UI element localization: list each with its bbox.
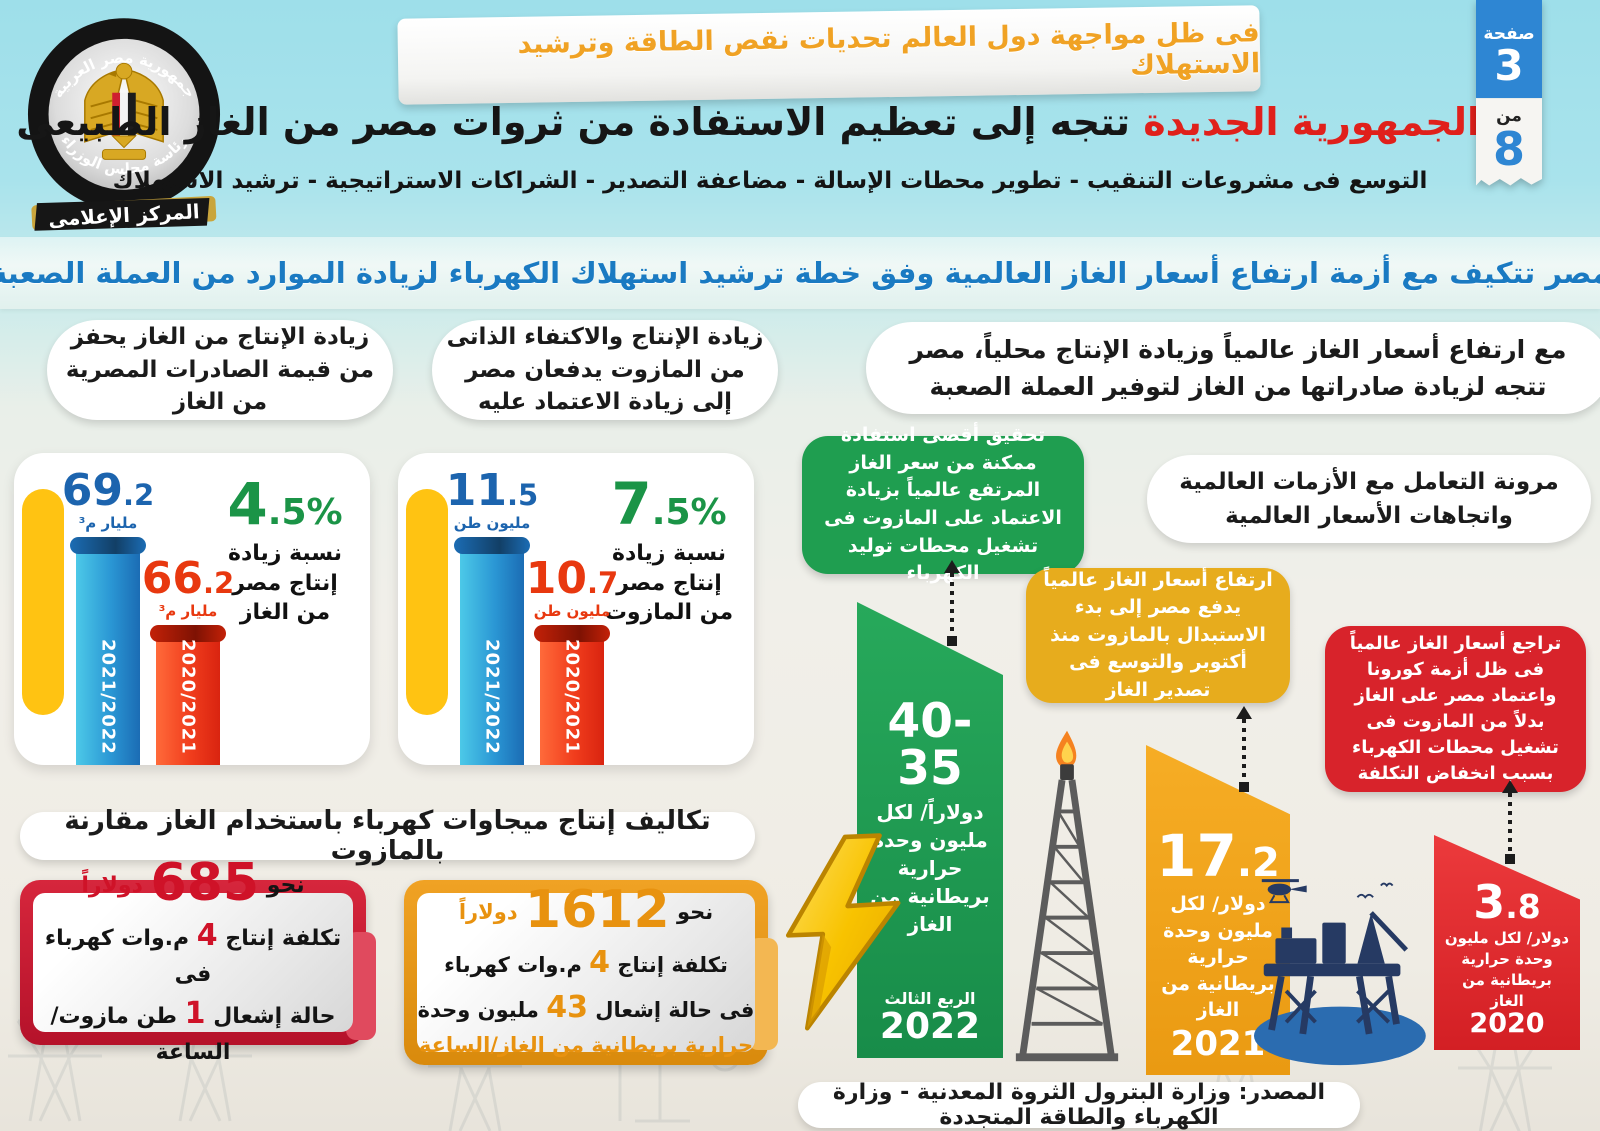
page-word: صفحة [1483,24,1535,44]
top-banner-text: فى ظل مواجهة دول العالم تحديات نقص الطاق… [517,17,1261,82]
gas-price-2020-column: 3.8 دولار/ لكل مليون وحدة حرارية بريطاني… [1434,835,1580,1050]
offshore-platform-illustration [1253,879,1426,1066]
gas-bar-2020-2021: 66.2 مليار م³ 2020/2021 [142,557,234,765]
price-period: الربع الثالث 2022 [879,989,981,1048]
top-banner: فى ظل مواجهة دول العالم تحديات نقص الطاق… [397,5,1261,105]
mazut-growth-caption: نسبة زيادة إنتاج مصر من المازوت [604,541,734,626]
flame-icon [1056,730,1077,768]
gas-production-chart-card: 4.5% نسبة زيادة إنتاج مصر من الغاز 69.2 … [14,453,370,765]
mazut-chart-header: زيادة الإنتاج والاكتفاء الذاتى من المازو… [432,320,778,420]
bar-value: 11.5 [445,465,539,516]
page-subtitle: التوسع فى مشروعات التنقيب - تطوير محطات … [112,168,1428,194]
price-value: 17.2 [1156,822,1280,890]
mazut-cost-text: نحو 685 دولاراً تكلفة إنتاج 4 م.وات كهرب… [33,857,353,1065]
mazut-cost-box: نحو 685 دولاراً تكلفة إنتاج 4 م.وات كهرب… [20,857,376,1065]
gas-price-2022-column: 40-35 دولاراً/ لكل مليون وحدة حرارية بري… [857,602,1003,1058]
bar-unit: مليار م³ [78,514,138,532]
page-badge: صفحة 3 من 8 [1476,0,1542,190]
mazut-bar-2021-2022: 11.5 مليون طن 2021/2022 [446,469,538,765]
price-caption: دولار/ لكل مليون وحدة حرارية بريطانية من… [1161,893,1275,1022]
red-note-bubble: تراجع أسعار الغاز عالمياً فى ظل أزمة كور… [1325,626,1586,792]
bar-year-label: 2020/2021 [177,639,199,755]
eagle-emblem-icon [84,62,164,160]
price-caption: دولار/ لكل مليون وحدة حرارية بريطانية من… [1444,929,1570,1010]
mazut-bar-2020-2021: 10.7 مليون طن 2020/2021 [526,557,618,765]
page-badge-top: صفحة 3 [1476,0,1542,99]
price-value: 3.8 [1473,875,1541,929]
bar-year-label: 2021/2022 [481,639,503,755]
card-accent-stripe [406,489,448,715]
gas-derrick-illustration [1015,730,1119,1062]
title-highlight: الجمهورية الجديدة [1143,100,1480,144]
page-number: 3 [1494,41,1524,90]
bar-value: 66.2 [141,553,235,604]
page-title: الجمهورية الجديدة تتجه إلى تعظيم الاستفا… [16,100,1480,144]
up-arrow-icon [1502,780,1518,864]
gas-growth-block: 4.5% نسبة زيادة إنتاج مصر من الغاز [214,475,356,628]
bar-unit: مليون طن [453,514,531,532]
bar-blue: 2021/2022 [70,537,146,765]
gas-growth-percent: 4.5% [227,470,343,538]
gas-cost-box: نحو 1612 دولاراً تكلفة إنتاج 4 م.وات كهر… [404,879,778,1065]
bar-red: 2020/2021 [150,625,226,765]
gas-chart-header: زيادة الإنتاج من الغاز يحفز من قيمة الصا… [47,320,393,420]
card-accent-stripe [22,489,64,715]
source-note: المصدر: وزارة البترول الثروة المعدنية - … [798,1080,1360,1130]
gas-bar-2021-2022: 69.2 مليار م³ 2021/2022 [62,469,154,765]
bar-year-label: 2020/2021 [561,639,583,755]
up-arrow-icon [944,560,960,646]
total-pages: 8 [1493,122,1526,177]
headline-text: مصر تتكيف مع أزمة ارتفاع أسعار الغاز الع… [0,256,1600,290]
page-badge-bottom: من 8 [1476,98,1542,186]
bar-blue: 2021/2022 [454,537,530,765]
helicopter-icon [1261,879,1307,904]
headline-strip: مصر تتكيف مع أزمة ارتفاع أسعار الغاز الع… [0,237,1600,309]
gas-price-2021-column: 17.2 دولار/ لكل مليون وحدة حرارية بريطان… [1146,745,1290,1075]
mazut-growth-percent: 7.5% [611,470,727,538]
bar-unit: مليون طن [533,602,611,620]
bar-value: 69.2 [61,465,155,516]
mazut-production-chart-card: 7.5% نسبة زيادة إنتاج مصر من المازوت 11.… [398,453,754,765]
green-note-bubble: تحقيق أقصى استفادة ممكنة من سعر الغاز ال… [802,424,1084,584]
price-range: 40-35 [887,694,973,796]
lightning-bolt-illustration [785,833,901,1031]
yellow-note-bubble: ارتفاع أسعار الغاز عالمياً يدفع مصر إلى … [1026,568,1290,703]
bar-red: 2020/2021 [534,625,610,765]
bar-value: 10.7 [525,553,619,604]
government-emblem-logo: جمهورية مصر العربية رئاسة مجلس الوزراء ا… [26,16,222,240]
price-year: 2020 [1469,1007,1545,1039]
exports-note: مع ارتفاع أسعار الغاز عالمياً وزيادة الإ… [866,322,1600,414]
gas-cost-text: نحو 1612 دولاراً تكلفة إنتاج 4 م.وات كهر… [417,879,755,1057]
bar-unit: مليار م³ [158,602,218,620]
emblem-ribbon: المركز الإعلامى [31,195,217,231]
flexibility-note: مرونة التعامل مع الأزمات العالمية واتجاه… [1147,455,1591,543]
mazut-growth-block: 7.5% نسبة زيادة إنتاج مصر من المازوت [598,475,740,628]
title-rest: تتجه إلى تعظيم الاستفادة من ثروات مصر من… [16,100,1144,144]
gas-growth-caption: نسبة زيادة إنتاج مصر من الغاز [227,541,343,626]
of-word: من [1496,106,1522,127]
up-arrow-icon [1236,706,1252,792]
costs-header: تكاليف إنتاج ميجاوات كهرباء باستخدام الغ… [20,806,755,866]
price-year: 2021 [1170,1024,1266,1065]
bar-year-label: 2021/2022 [97,639,119,755]
